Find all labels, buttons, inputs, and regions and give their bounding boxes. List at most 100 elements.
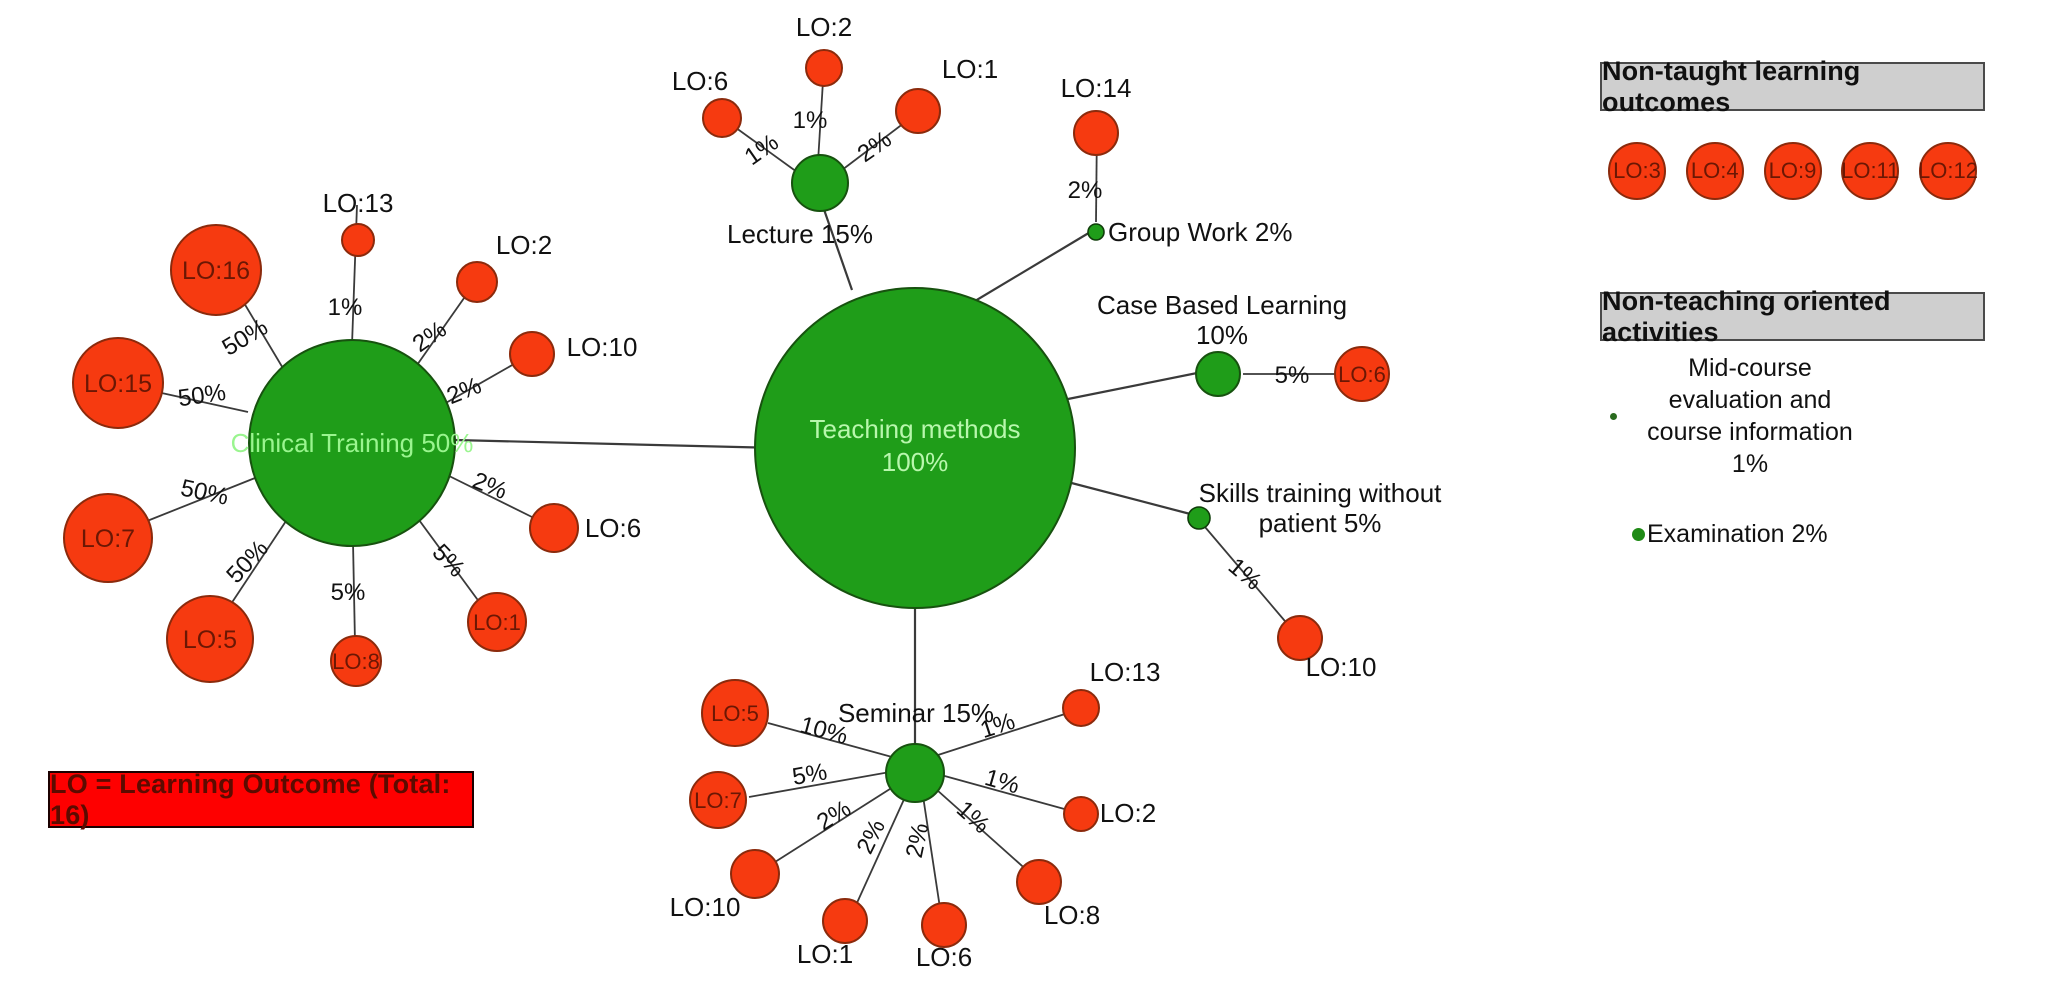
pct-seminar-lo1: 2% [852, 815, 891, 858]
node-lecture-lo2[interactable]: LO:2 [796, 12, 852, 87]
node-seminar-lo13[interactable]: LO:13 [1062, 657, 1161, 727]
node-clinical-lo13[interactable]: LO:13 [323, 188, 394, 257]
pct-casebased-lo6: 5% [1275, 362, 1310, 389]
node-lecture-lo6[interactable]: LO:6 [672, 66, 742, 138]
node-casebased-hub[interactable] [1195, 351, 1241, 397]
edge-seminar-lo13 [937, 712, 1069, 756]
node-clinical-lo6[interactable]: LO:6 [529, 503, 641, 553]
node-groupwork-lo14[interactable]: LO:14 [1061, 73, 1132, 156]
seminar-lo5-label: LO:5 [711, 701, 759, 726]
pct-clinical-lo10: 2% [443, 372, 485, 410]
legend-lo-12[interactable]: LO:12 [1918, 142, 1978, 200]
lo-key-legend: LO = Learning Outcome (Total: 16) [48, 769, 474, 830]
node-seminar-lo7[interactable]: LO:7 [689, 771, 747, 829]
seminar-lo2-label: LO:2 [1100, 798, 1156, 828]
node-clinical-lo2[interactable]: LO:2 [456, 230, 552, 303]
center-label-line2: 100% [882, 447, 949, 477]
edge-clinical-lo2 [409, 290, 470, 376]
node-casebased-lo6[interactable]: LO:6 [1334, 346, 1390, 402]
node-clinical-lo5[interactable]: LO:5 [166, 595, 254, 683]
edge-center-groupwork [959, 230, 1093, 311]
node-teaching-methods[interactable]: Teaching methods 100% [754, 287, 1076, 609]
green-dot-icon [1632, 528, 1645, 541]
mid-course-line-1: Mid-course [1688, 354, 1812, 382]
node-clinical-lo1[interactable]: LO:1 [467, 592, 527, 652]
pct-clinical-lo6: 2% [469, 467, 511, 505]
casebased-lo6-label: LO:6 [1338, 362, 1386, 387]
legend-lo-11[interactable]: LO:11 [1841, 142, 1899, 200]
node-seminar-hub[interactable] [885, 743, 945, 803]
groupwork-hub-label: Group Work 2% [1108, 217, 1292, 247]
node-lecture-hub[interactable] [791, 154, 849, 212]
node-skills-lo10[interactable]: LO:10 [1277, 615, 1376, 682]
edge-clinical-lo8 [352, 541, 356, 644]
clinical-lo10-label: LO:10 [567, 332, 638, 362]
node-seminar-lo5[interactable]: LO:5 [701, 679, 769, 747]
edge-seminar-lo2 [940, 774, 1069, 811]
lecture-lo6-label: LO:6 [672, 66, 728, 96]
seminar-hub-label: Seminar 15% [838, 698, 994, 728]
pct-seminar-lo6: 2% [901, 821, 935, 861]
edge-center-casebased [1062, 368, 1213, 402]
node-seminar-lo1[interactable]: LO:1 [797, 898, 868, 969]
green-dot-icon [1610, 412, 1617, 420]
non-taught-learning-outcomes-list: LO:3 LO:4 LO:9 LO:11 LO:12 [1600, 140, 1985, 202]
node-seminar-lo2[interactable]: LO:2 [1063, 796, 1156, 832]
legend-lo-3[interactable]: LO:3 [1608, 142, 1666, 200]
cluster-lecture: 1% 1% 2% LO:6 LO:2 LO:1 Lecture 15% [672, 12, 998, 249]
non-teaching-oriented-activities-title: Non-teaching oriented activities [1600, 286, 1985, 347]
node-groupwork-hub[interactable] [1087, 223, 1105, 241]
legend-lo-4[interactable]: LO:4 [1685, 142, 1744, 200]
examination-label: Examination 2% [1647, 520, 1828, 548]
pct-lecture-lo1: 2% [853, 126, 897, 168]
node-seminar-lo8[interactable]: LO:8 [1016, 859, 1100, 930]
examination-item[interactable]: Examination 2% [1600, 520, 1828, 549]
pct-seminar-lo8: 1% [951, 796, 995, 839]
edge-seminar-lo7 [748, 771, 891, 798]
pct-clinical-lo16: 50% [218, 314, 273, 362]
edge-center-lecture [818, 197, 854, 291]
center-label-line1: Teaching methods [809, 414, 1020, 444]
edge-seminar-lo5 [767, 722, 893, 758]
clinical-lo16-label: LO:16 [182, 257, 250, 285]
node-clinical-lo8[interactable]: LO:8 [330, 635, 382, 687]
clinical-lo7-label: LO:7 [81, 525, 135, 553]
lecture-lo1-label: LO:1 [942, 54, 998, 84]
lecture-hub-label: Lecture 15% [727, 219, 873, 249]
lecture-lo2-label: LO:2 [796, 12, 852, 42]
node-clinical-lo15[interactable]: LO:15 [72, 337, 164, 429]
seminar-lo10-label: LO:10 [670, 892, 741, 922]
node-clinical-training-hub[interactable]: Clinical Training 50% [231, 339, 474, 547]
seminar-lo1-label: LO:1 [797, 939, 853, 969]
pct-clinical-lo8: 5% [331, 579, 366, 606]
cluster-group-work: 2% LO:14 Group Work 2% [1061, 73, 1293, 247]
node-clinical-lo7[interactable]: LO:7 [63, 493, 153, 583]
cluster-case-based-learning: 5% LO:6 Case Based Learning 10% [1097, 290, 1390, 402]
node-lecture-lo1[interactable]: LO:1 [895, 54, 998, 134]
clinical-lo8-label: LO:8 [332, 649, 380, 674]
seminar-lo13-label: LO:13 [1090, 657, 1161, 687]
node-skills-hub[interactable] [1187, 506, 1211, 530]
cluster-clinical-training: 50% 1% 2% 2% 50% 2% 50% 5% 50% 5% LO:16 … [63, 188, 641, 687]
node-clinical-lo10[interactable]: LO:10 [509, 331, 638, 377]
node-seminar-lo10[interactable]: LO:10 [670, 849, 780, 922]
edge-clinical-lo15 [147, 389, 249, 413]
edge-skills-lo10 [1204, 526, 1291, 628]
edge-lecture-lo1 [841, 119, 909, 171]
node-seminar-lo6[interactable]: LO:6 [916, 902, 972, 972]
edge-seminar-lo6 [922, 795, 941, 909]
pct-clinical-lo1: 5% [427, 539, 471, 583]
node-clinical-lo16[interactable]: LO:16 [170, 224, 262, 316]
edge-clinical-lo6 [436, 469, 535, 519]
pct-lecture-lo2: 1% [793, 107, 828, 134]
edge-clinical-lo5 [224, 511, 293, 614]
legend-lo-9[interactable]: LO:9 [1763, 142, 1822, 200]
mid-course-evaluation-item[interactable]: Mid-course evaluation and course informa… [1600, 352, 2000, 480]
clinical-lo13-label: LO:13 [323, 188, 394, 218]
edges-center-to-methods [454, 197, 1213, 757]
mid-course-line-3: course information [1647, 418, 1853, 446]
edge-center-skills [1059, 478, 1199, 518]
clinical-lo1-label: LO:1 [473, 610, 521, 635]
